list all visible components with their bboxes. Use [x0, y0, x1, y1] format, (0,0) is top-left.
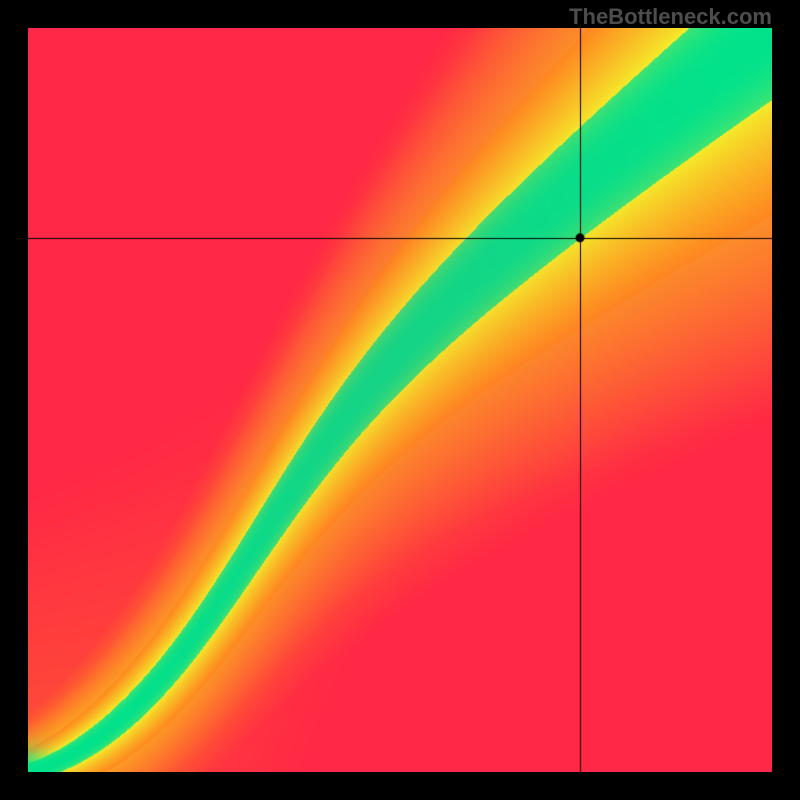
- attribution-text: TheBottleneck.com: [569, 4, 772, 30]
- heatmap-canvas: [28, 28, 772, 772]
- bottleneck-heatmap: [28, 28, 772, 772]
